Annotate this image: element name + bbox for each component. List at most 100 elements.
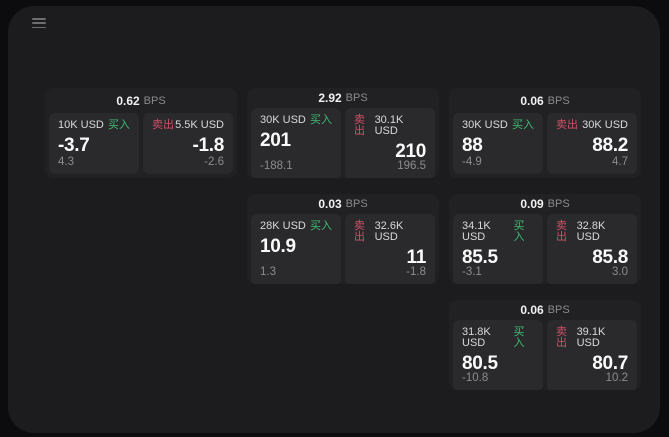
quote-card: 2.92 BPS 30K USD 买入 201 -188.1 卖出 30.1K … — [247, 88, 439, 178]
card-body: 34.1K USD 买入 85.5 -3.1 卖出 32.8K USD 85.8… — [449, 211, 641, 284]
sell-change: 3.0 — [612, 266, 628, 278]
sell-amount: 30.1K USD — [374, 114, 404, 137]
buy-pane[interactable]: 34.1K USD 买入 85.5 -3.1 — [453, 214, 543, 284]
card-body: 31.8K USD 买入 80.5 -10.8 卖出 39.1K USD 80.… — [449, 317, 641, 390]
bps-value: 2.92 — [318, 91, 342, 105]
menu-icon[interactable] — [32, 18, 46, 28]
sell-label: 卖出 — [152, 119, 174, 131]
card-header: 0.62 BPS — [45, 88, 237, 110]
buy-change: -3.1 — [462, 266, 482, 278]
sell-pane[interactable]: 卖出 39.1K USD 80.7 10.2 — [547, 320, 637, 390]
card-header: 0.09 BPS — [449, 194, 641, 211]
bps-unit-label: BPS — [547, 198, 570, 210]
sell-pane-header: 卖出 39.1K USD — [556, 327, 628, 349]
bps-value: 0.62 — [116, 93, 140, 108]
sell-label: 卖出 — [556, 119, 578, 131]
sell-change: 10.2 — [605, 372, 628, 384]
buy-price: 10.9 — [260, 236, 296, 257]
buy-pane[interactable]: 31.8K USD 买入 80.5 -10.8 — [453, 320, 543, 390]
sell-amount: 30K USD — [582, 119, 628, 131]
buy-change: -10.8 — [462, 372, 489, 384]
sell-pane-header: 卖出 32.8K USD — [556, 221, 628, 243]
bps-unit-label: BPS — [345, 92, 368, 104]
bps-value: 0.06 — [520, 93, 544, 108]
buy-label: 买入 — [513, 326, 525, 349]
sell-price: -1.8 — [192, 135, 224, 156]
sell-label: 卖出 — [556, 220, 567, 243]
quote-card: 0.03 BPS 28K USD 买入 10.9 1.3 卖出 32.6K US… — [247, 194, 439, 284]
buy-label: 买入 — [513, 220, 525, 243]
bps-value: 0.09 — [520, 197, 544, 211]
sell-pane[interactable]: 卖出 32.6K USD 11 -1.8 — [345, 214, 435, 284]
sell-price: 210 — [395, 141, 426, 162]
sell-amount: 5.5K USD — [175, 119, 224, 131]
buy-label: 买入 — [108, 119, 130, 131]
sell-change: 4.7 — [612, 155, 628, 168]
card-body: 10K USD 买入 -3.7 4.3 卖出 5.5K USD -1.8 -2.… — [45, 110, 237, 178]
buy-price: -3.7 — [58, 135, 90, 156]
main-panel: 0.62 BPS 10K USD 买入 -3.7 4.3 卖出 5.5K USD… — [8, 6, 660, 433]
quote-card: 0.06 BPS 30K USD 买入 88 -4.9 卖出 30K USD 8… — [449, 88, 641, 178]
buy-pane-header: 10K USD 买入 — [58, 120, 130, 131]
card-header: 0.03 BPS — [247, 194, 439, 211]
buy-pane-header: 34.1K USD 买入 — [462, 221, 534, 243]
sell-pane[interactable]: 卖出 32.8K USD 85.8 3.0 — [547, 214, 637, 284]
buy-change: 4.3 — [58, 155, 74, 168]
quote-card: 0.06 BPS 31.8K USD 买入 80.5 -10.8 卖出 39.1… — [449, 300, 641, 390]
bps-value: 0.03 — [318, 197, 342, 211]
sell-pane[interactable]: 卖出 5.5K USD -1.8 -2.6 — [143, 113, 233, 174]
bps-unit-label: BPS — [547, 304, 570, 316]
buy-price: 85.5 — [462, 247, 498, 268]
card-header: 0.06 BPS — [449, 300, 641, 317]
sell-pane-header: 卖出 32.6K USD — [354, 221, 426, 243]
buy-price: 88 — [462, 135, 483, 156]
buy-label: 买入 — [310, 220, 332, 232]
buy-change: 1.3 — [260, 266, 276, 278]
sell-pane[interactable]: 卖出 30.1K USD 210 196.5 — [345, 108, 435, 178]
buy-amount: 28K USD — [260, 220, 306, 232]
sell-label: 卖出 — [354, 114, 365, 137]
quote-card: 0.62 BPS 10K USD 买入 -3.7 4.3 卖出 5.5K USD… — [45, 88, 237, 178]
buy-label: 买入 — [310, 114, 332, 126]
card-body: 30K USD 买入 88 -4.9 卖出 30K USD 88.2 4.7 — [449, 110, 641, 178]
sell-amount: 32.8K USD — [576, 220, 606, 243]
sell-price: 80.7 — [592, 353, 628, 374]
buy-pane[interactable]: 10K USD 买入 -3.7 4.3 — [49, 113, 139, 174]
buy-price: 201 — [260, 130, 291, 151]
buy-amount: 30K USD — [462, 119, 508, 131]
sell-pane-header: 卖出 30.1K USD — [354, 115, 426, 137]
bps-value: 0.06 — [520, 303, 544, 317]
buy-pane-header: 30K USD 买入 — [462, 120, 534, 131]
sell-price: 11 — [406, 247, 427, 268]
buy-pane-header: 31.8K USD 买入 — [462, 327, 534, 349]
buy-amount: 34.1K USD — [462, 220, 491, 243]
buy-amount: 10K USD — [58, 119, 104, 131]
buy-pane[interactable]: 28K USD 买入 10.9 1.3 — [251, 214, 341, 284]
card-header: 2.92 BPS — [247, 88, 439, 105]
card-body: 30K USD 买入 201 -188.1 卖出 30.1K USD 210 1… — [247, 105, 439, 178]
sell-pane-header: 卖出 30K USD — [556, 120, 628, 131]
buy-change: -188.1 — [260, 160, 293, 172]
sell-label: 卖出 — [354, 220, 365, 243]
card-body: 28K USD 买入 10.9 1.3 卖出 32.6K USD 11 -1.8 — [247, 211, 439, 284]
buy-price: 80.5 — [462, 353, 498, 374]
buy-pane[interactable]: 30K USD 买入 201 -188.1 — [251, 108, 341, 178]
bps-unit-label: BPS — [547, 94, 570, 107]
buy-amount: 30K USD — [260, 114, 306, 126]
buy-pane-header: 30K USD 买入 — [260, 115, 332, 126]
sell-amount: 39.1K USD — [576, 326, 606, 349]
quote-card: 0.09 BPS 34.1K USD 买入 85.5 -3.1 卖出 32.8K… — [449, 194, 641, 284]
buy-change: -4.9 — [462, 155, 482, 168]
sell-change: -1.8 — [406, 266, 426, 278]
sell-price: 85.8 — [592, 247, 628, 268]
buy-pane-header: 28K USD 买入 — [260, 221, 332, 232]
buy-label: 买入 — [512, 119, 534, 131]
buy-amount: 31.8K USD — [462, 326, 491, 349]
sell-label: 卖出 — [556, 326, 567, 349]
sell-pane[interactable]: 卖出 30K USD 88.2 4.7 — [547, 113, 637, 174]
sell-change: 196.5 — [397, 160, 426, 172]
sell-price: 88.2 — [592, 135, 628, 156]
buy-pane[interactable]: 30K USD 买入 88 -4.9 — [453, 113, 543, 174]
bps-unit-label: BPS — [143, 94, 166, 107]
